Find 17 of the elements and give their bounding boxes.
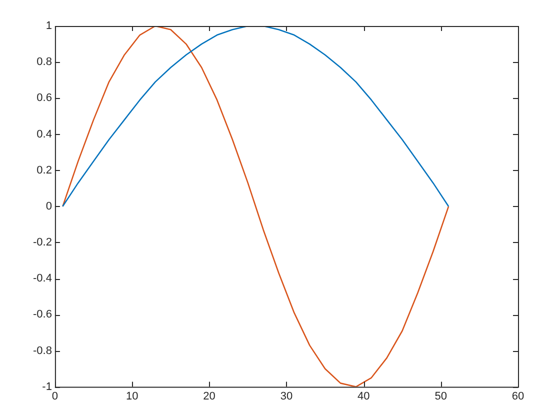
y-tick-label: 1 bbox=[46, 20, 52, 32]
y-tick-label: -0.6 bbox=[32, 308, 52, 321]
x-tick-label: 50 bbox=[434, 390, 447, 402]
x-tick-label: 20 bbox=[203, 390, 216, 402]
y-tick-label: 0.4 bbox=[36, 128, 52, 140]
y-tick-label: 0.6 bbox=[36, 92, 52, 104]
y-tick-label: -0.2 bbox=[32, 236, 52, 249]
x-tick-label: 10 bbox=[126, 390, 138, 402]
y-tick-label: 0.8 bbox=[36, 56, 52, 68]
y-tick-label: 0 bbox=[46, 200, 52, 212]
x-tick-label: 30 bbox=[280, 390, 293, 402]
y-tick-label: 0.2 bbox=[36, 164, 52, 176]
y-tick-label: -0.4 bbox=[32, 272, 52, 285]
y-tick-label: -1 bbox=[42, 380, 52, 393]
x-tick-label: 60 bbox=[512, 390, 524, 402]
y-tick-label: -0.8 bbox=[32, 344, 52, 357]
x-tick-label: 40 bbox=[358, 390, 370, 402]
